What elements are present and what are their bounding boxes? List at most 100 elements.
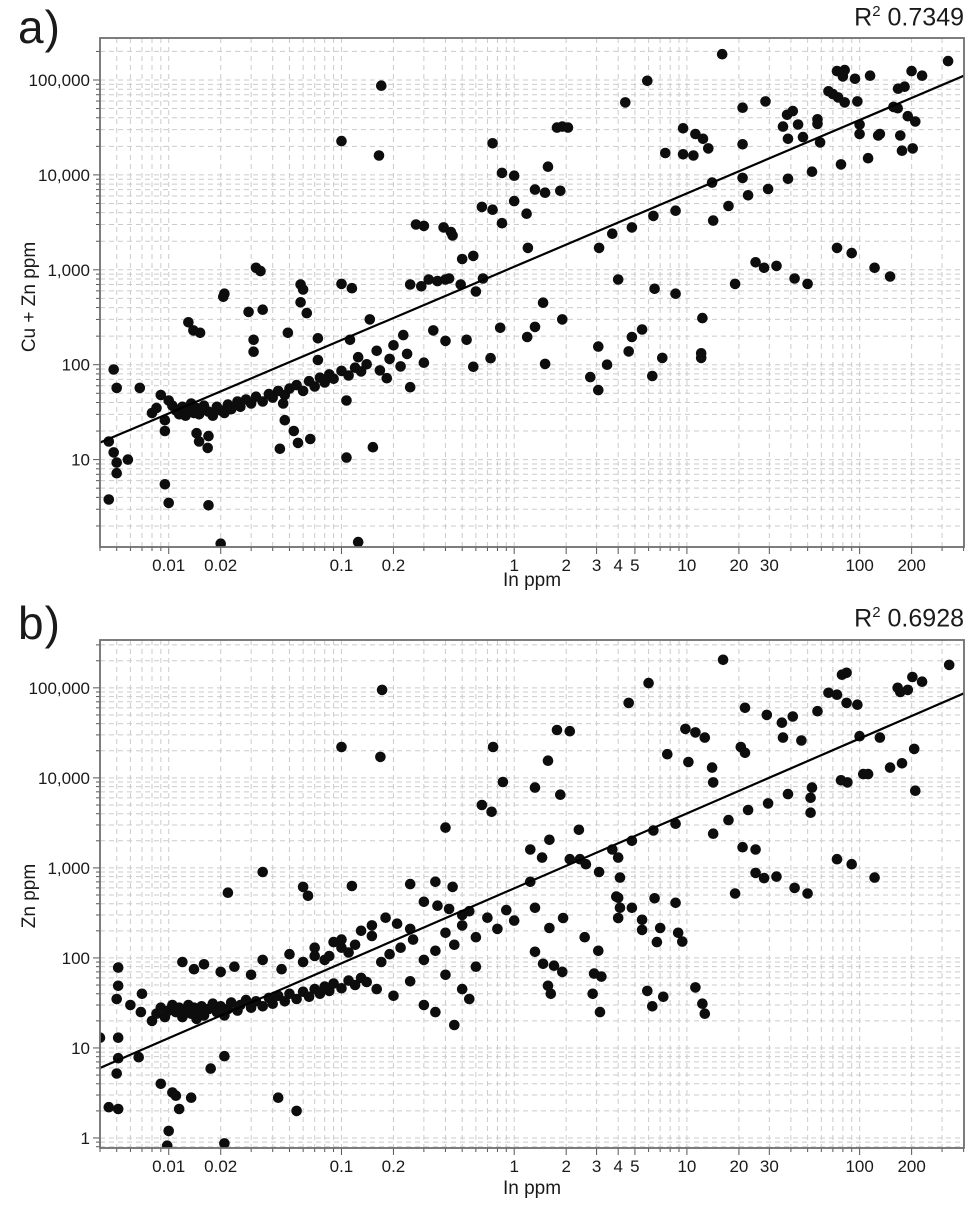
data-point — [328, 978, 339, 989]
data-point — [447, 881, 458, 893]
data-point — [443, 273, 455, 284]
data-point — [485, 352, 496, 364]
data-point — [729, 278, 741, 290]
data-point — [642, 75, 653, 87]
data-point — [623, 346, 634, 357]
data-point — [401, 348, 413, 360]
data-point — [134, 382, 146, 394]
data-point — [371, 345, 383, 357]
x-tick-label: 5 — [630, 556, 639, 575]
data-point — [737, 102, 748, 113]
plot-border — [99, 37, 965, 548]
data-point — [407, 934, 419, 945]
data-point — [670, 818, 681, 829]
data-point — [542, 980, 554, 992]
data-point — [257, 866, 269, 878]
data-point — [806, 782, 818, 793]
data-point — [596, 971, 607, 982]
data-point — [355, 366, 367, 377]
data-point — [758, 262, 770, 274]
data-point — [697, 998, 708, 1009]
data-point — [707, 777, 719, 788]
data-point — [324, 950, 335, 962]
data-point — [349, 939, 361, 951]
data-point — [257, 1001, 269, 1012]
data-point — [529, 902, 541, 914]
data-point — [395, 942, 406, 953]
r2-symbol: R — [854, 3, 873, 32]
data-point — [539, 358, 551, 370]
data-point — [542, 161, 554, 172]
data-point — [902, 110, 914, 122]
data-point — [906, 65, 917, 77]
data-point — [739, 747, 751, 759]
data-point — [782, 788, 794, 800]
data-point — [352, 351, 364, 363]
data-point — [440, 335, 451, 347]
data-point — [376, 80, 387, 91]
data-point — [612, 912, 624, 924]
data-point — [614, 902, 626, 914]
data-point — [623, 697, 634, 709]
data-point — [620, 97, 631, 108]
tick-labels: 0.01 0.02 0.1 0.2 1 2 3 4 5 10 20 30 100 200 1 10 100 1,0… — [29, 679, 926, 1176]
data-point — [762, 183, 774, 195]
data-point — [508, 195, 520, 207]
data-point — [341, 452, 352, 463]
data-point — [699, 1008, 711, 1019]
data-point — [456, 920, 468, 931]
data-point — [404, 381, 416, 393]
data-point — [802, 278, 813, 290]
data-point — [456, 983, 468, 995]
data-point — [103, 494, 115, 505]
data-point — [846, 858, 857, 870]
data-point — [202, 442, 213, 454]
data-point — [787, 105, 799, 117]
data-point — [896, 758, 908, 769]
data-point — [297, 284, 309, 295]
data-point — [760, 96, 771, 107]
data-point — [376, 956, 387, 968]
data-point — [660, 147, 671, 159]
data-point — [564, 853, 576, 865]
x-tick-label: 20 — [729, 556, 748, 575]
y-tick-label: 100 — [62, 949, 90, 968]
data-point — [771, 871, 782, 882]
data-point — [907, 143, 918, 154]
data-point — [537, 297, 549, 309]
r2-exponent: 2 — [872, 604, 881, 621]
data-point — [537, 958, 549, 970]
data-point — [135, 1006, 147, 1018]
data-point — [908, 743, 920, 755]
data-point — [643, 677, 654, 689]
data-point — [607, 228, 618, 239]
data-point — [849, 73, 861, 85]
x-tick-label: 2 — [561, 1157, 570, 1176]
x-tick-label: 10 — [677, 1157, 696, 1176]
data-point — [854, 128, 865, 140]
panel-a-label: a) — [18, 1, 61, 53]
x-tick-label: 4 — [613, 1157, 622, 1176]
data-point — [601, 359, 613, 371]
y-axis-title-a: Cu + Zn ppm — [19, 241, 40, 353]
data-point — [440, 969, 451, 981]
x-axis-title-a: In ppm — [502, 570, 562, 591]
data-point — [272, 1092, 284, 1103]
data-point — [862, 768, 874, 780]
data-point — [716, 48, 728, 60]
data-point — [835, 775, 847, 786]
data-point — [336, 934, 347, 945]
data-point — [381, 372, 393, 384]
data-point — [404, 976, 416, 987]
x-tick-label: 3 — [592, 1157, 601, 1176]
data-point — [198, 959, 210, 970]
data-point — [782, 133, 794, 145]
y-tick-label: 1,000 — [47, 261, 90, 280]
data-point — [487, 741, 499, 753]
data-point — [100, 1032, 106, 1043]
data-point — [159, 479, 171, 490]
data-point — [111, 457, 122, 468]
data-point — [544, 922, 555, 934]
data-point — [796, 735, 807, 746]
